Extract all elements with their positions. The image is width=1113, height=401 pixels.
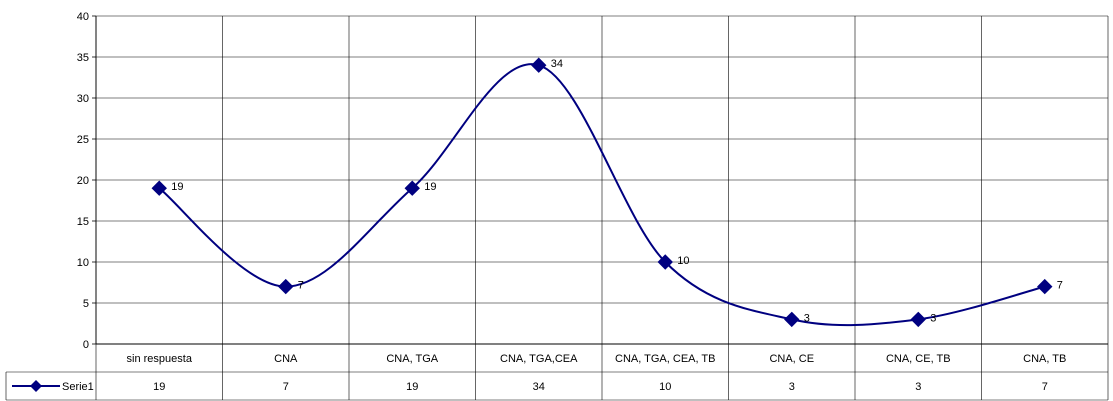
category-label: CNA, CE, TB (886, 353, 951, 365)
category-label: CNA, TGA, CEA, TB (615, 353, 715, 365)
table-value: 19 (406, 381, 418, 393)
y-tick-label: 35 (77, 52, 89, 64)
y-tick-label: 20 (77, 175, 89, 187)
table-value: 7 (283, 381, 289, 393)
data-label: 10 (677, 255, 689, 267)
category-label: CNA (274, 353, 298, 365)
series-line (158, 63, 1046, 327)
y-tick-label: 15 (77, 216, 89, 228)
data-label: 7 (1057, 280, 1063, 292)
data-label: 19 (424, 181, 436, 193)
y-tick-label: 40 (77, 11, 89, 23)
y-tick-label: 0 (83, 339, 89, 351)
data-point-marker (657, 254, 673, 270)
data-label: 19 (171, 181, 183, 193)
data-label: 3 (804, 312, 810, 324)
data-point-marker (278, 278, 294, 295)
category-label: sin respuesta (127, 353, 193, 365)
category-label: CNA, TB (1023, 353, 1066, 365)
category-label: CNA, CE (769, 353, 814, 365)
table-value: 7 (1042, 381, 1048, 393)
data-point-marker (531, 57, 547, 73)
data-point-marker (910, 311, 926, 328)
table-value: 34 (533, 381, 545, 393)
y-tick-label: 10 (77, 257, 89, 269)
data-label: 3 (930, 312, 936, 324)
category-label: CNA, TGA,CEA (500, 353, 578, 365)
category-label: CNA, TGA (386, 353, 438, 365)
data-label: 7 (298, 280, 304, 292)
table-value: 10 (659, 381, 671, 393)
table-value: 3 (915, 381, 921, 393)
table-value: 19 (153, 381, 165, 393)
table-value: 3 (789, 381, 795, 393)
data-point-marker (151, 180, 167, 196)
data-point-marker (404, 180, 420, 196)
data-label: 34 (551, 58, 563, 70)
data-point-marker (1037, 278, 1053, 295)
y-tick-label: 5 (83, 298, 89, 310)
data-point-marker (784, 311, 800, 328)
legend-marker (30, 380, 42, 392)
legend-label: Serie1 (62, 381, 94, 393)
y-tick-label: 25 (77, 134, 89, 146)
y-tick-label: 30 (77, 93, 89, 105)
